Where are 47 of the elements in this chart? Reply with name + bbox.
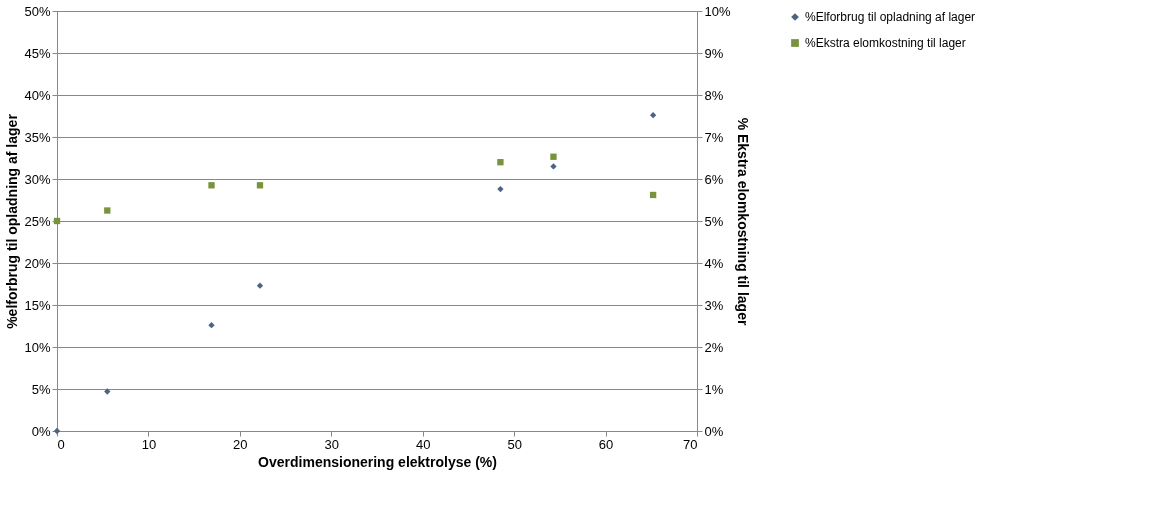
y-tick-label: 30% [24, 171, 51, 187]
y2-tick-label: 4% [704, 255, 724, 271]
y2-tick-label: 7% [704, 129, 724, 145]
y2-tick-label: 1% [704, 381, 724, 397]
y2-tick-label: 6% [704, 171, 724, 187]
point [497, 159, 504, 166]
x-tick-label: 0 [57, 436, 65, 452]
point [497, 185, 504, 193]
legend-label: %Elforbrug til opladning af lager [805, 10, 976, 24]
y2-tick-label: 3% [704, 297, 724, 313]
y2-axis-title: % Ekstra elomkostning til lager [734, 117, 751, 326]
legend-label: %Ekstra elomkostning til lager [805, 36, 966, 50]
y2-tick-label: 8% [704, 87, 724, 103]
point [550, 153, 557, 160]
point [208, 322, 215, 329]
x-tick-label: 30 [324, 436, 340, 452]
x-axis-title: Overdimensionering elektrolyse (%) [258, 453, 497, 470]
point [649, 112, 657, 119]
y2-tick-label: 0% [704, 423, 724, 439]
y2-tick-label: 5% [704, 213, 724, 229]
point [256, 282, 264, 289]
x-tick-label: 50 [507, 436, 522, 452]
point [550, 163, 557, 170]
y2-tick-label: 10% [704, 3, 731, 19]
x-tick-label: 60 [598, 436, 614, 452]
y2-tick-label: 9% [704, 45, 724, 61]
y2-tick-label: 2% [704, 339, 724, 355]
point [208, 182, 215, 189]
x-tick-label: 10 [141, 436, 157, 452]
y-tick-label: 45% [24, 45, 51, 61]
point [256, 182, 264, 189]
y-tick-label: 5% [31, 381, 51, 397]
x-tick-label: 20 [233, 436, 248, 452]
x-tick-label: 70 [683, 436, 698, 452]
point [649, 191, 657, 199]
y-tick-label: 35% [24, 129, 51, 145]
y-tick-label: 50% [24, 3, 51, 19]
y-axis-title: %elforbrug til opladning af lager [4, 113, 21, 329]
y-tick-label: 20% [24, 255, 51, 271]
y-tick-label: 0% [31, 423, 51, 439]
point [104, 207, 111, 214]
y-tick-label: 15% [24, 297, 51, 313]
y-tick-label: 10% [24, 339, 51, 355]
point [104, 388, 111, 395]
x-tick-label: 40 [415, 436, 431, 452]
y-tick-label: 25% [24, 213, 51, 229]
y-tick-label: 40% [24, 87, 51, 103]
